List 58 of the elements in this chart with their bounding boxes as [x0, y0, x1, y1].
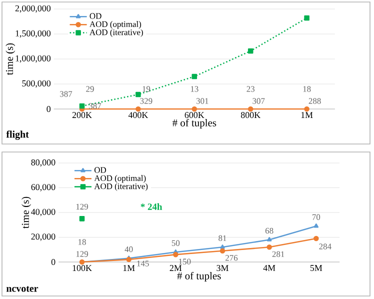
annotation: 129	[76, 204, 88, 210]
x-axis-title: # of tuples	[177, 272, 221, 282]
y-tick-label: 80,000	[31, 159, 56, 167]
annotation: 18	[303, 86, 311, 92]
legend-label: AOD (iterative)	[90, 29, 143, 37]
annotation: 29	[86, 86, 94, 92]
y-tick-label: 40,000	[31, 208, 56, 216]
legend-label: AOD (iterative)	[94, 183, 148, 191]
annotation: 81	[218, 235, 226, 242]
annotation: 387	[89, 103, 102, 109]
y-axis-title: time (s)	[6, 43, 16, 76]
annotation: 150	[179, 258, 191, 264]
annotation: 18	[78, 239, 86, 245]
annotation: 284	[319, 244, 332, 250]
x-tick-label: 200K	[72, 112, 92, 118]
y-tick-label: 1,000,000	[16, 55, 51, 63]
text: flight	[6, 130, 29, 140]
x-tick-label: 4M	[263, 265, 276, 271]
annotation: 68	[265, 228, 274, 234]
annotation: 329	[140, 98, 152, 104]
y-axis-title: time (s)	[22, 196, 32, 229]
legend-label: OD	[90, 13, 102, 19]
annotation: 19	[142, 86, 150, 92]
annotation: * 24h	[140, 203, 162, 210]
annotation: 288	[308, 98, 321, 104]
annotation: 13	[190, 86, 198, 92]
annotation: 129	[76, 251, 88, 257]
annotation: 23	[246, 86, 255, 92]
x-tick-label: 1M	[123, 265, 135, 271]
legend-label: AOD (optimal)	[90, 21, 142, 29]
y-tick-label: 20,000	[31, 234, 56, 241]
annotation: 301	[196, 98, 208, 104]
x-tick-label: 3M	[216, 265, 228, 272]
y-tick-label: 1,500,000	[16, 30, 51, 38]
annotation: 387	[60, 91, 72, 97]
x-tick-label: 2M	[170, 265, 182, 271]
annotation: 307	[252, 98, 265, 104]
y-tick-label: 2,000,000	[15, 5, 51, 13]
x-tick-label: 5M	[310, 265, 322, 271]
x-tick-label: 100K	[72, 265, 92, 272]
y-tick-label: 500,000	[22, 80, 51, 88]
annotation: 50	[172, 240, 180, 246]
annotation: 276	[226, 255, 238, 261]
x-axis-title: # of tuples	[172, 118, 216, 129]
y-tick-label: 60,000	[31, 184, 56, 192]
legend-label: AOD (optimal)	[94, 175, 146, 183]
x-tick-label: 600K	[184, 112, 204, 118]
annotation: 40	[124, 246, 133, 252]
x-tick-label: 800K	[240, 112, 260, 118]
y-tick-label: 0	[46, 106, 51, 112]
y-tick-label: 0	[51, 258, 56, 266]
x-tick-label: 1M	[301, 112, 313, 118]
text: ncvoter	[6, 286, 38, 292]
annotation: 70	[312, 214, 320, 220]
annotation: 281	[272, 251, 284, 258]
x-tick-label: 400K	[128, 112, 148, 118]
legend-label: OD	[94, 167, 106, 173]
annotation: 145	[137, 260, 149, 266]
